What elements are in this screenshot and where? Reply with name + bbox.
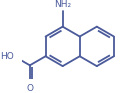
Text: NH₂: NH₂ bbox=[55, 0, 72, 9]
Text: O: O bbox=[26, 84, 33, 93]
Text: HO: HO bbox=[0, 52, 14, 61]
